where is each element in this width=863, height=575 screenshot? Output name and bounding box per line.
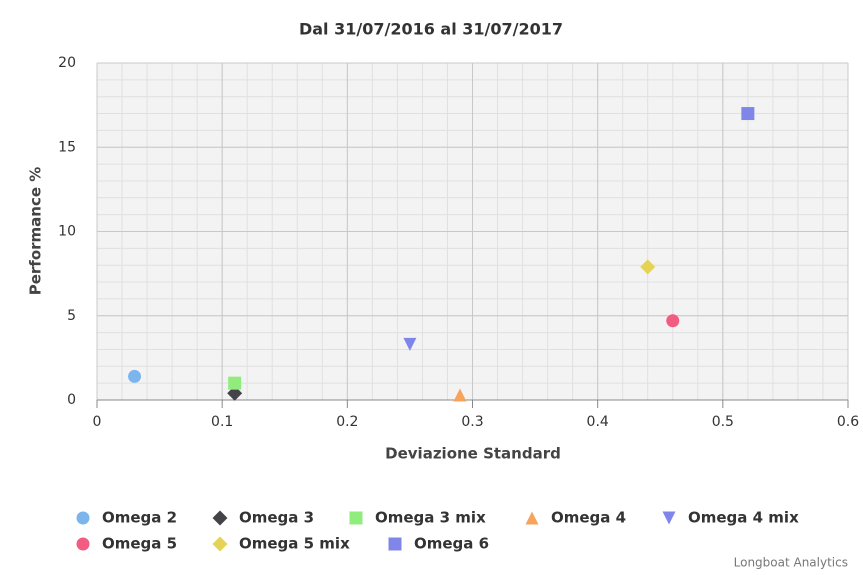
point [453, 388, 467, 402]
legend-label: Omega 6 [414, 535, 489, 553]
legend-marker [662, 511, 676, 525]
point [666, 314, 680, 328]
credits: Longboat Analytics [734, 556, 848, 570]
legend-marker [525, 511, 539, 525]
legend-marker [212, 510, 228, 526]
legend-marker [76, 511, 90, 525]
legend-label: Omega 3 [239, 509, 314, 527]
x-tick-label: 0.4 [587, 414, 609, 430]
legend-label: Omega 4 mix [688, 509, 799, 527]
y-tick-label: 5 [67, 308, 76, 324]
y-tick-label: 15 [58, 139, 76, 155]
x-tick-label: 0.3 [461, 414, 483, 430]
legend-marker [388, 537, 402, 551]
legend-marker [349, 511, 363, 525]
point [403, 337, 417, 351]
point [227, 385, 243, 401]
point [128, 369, 142, 383]
legend-marker [212, 536, 228, 552]
legend-label: Omega 3 mix [375, 509, 486, 527]
legend-label: Omega 5 [102, 535, 177, 553]
y-tick-label: 20 [58, 55, 76, 71]
x-tick-label: 0 [93, 414, 102, 430]
x-tick-label: 0.6 [837, 414, 859, 430]
point [640, 259, 656, 275]
chart-title: Dal 31/07/2016 al 31/07/2017 [299, 20, 563, 39]
point [228, 376, 242, 390]
legend-marker [76, 537, 90, 551]
legend-label: Omega 2 [102, 509, 177, 527]
x-tick-label: 0.2 [336, 414, 358, 430]
legend-label: Omega 5 mix [239, 535, 350, 553]
x-axis-title: Deviazione Standard [385, 445, 561, 463]
y-tick-label: 0 [67, 392, 76, 408]
x-tick-label: 0.5 [712, 414, 734, 430]
y-tick-label: 10 [58, 224, 76, 240]
legend-label: Omega 4 [551, 509, 626, 527]
y-axis-title: Performance % [27, 167, 45, 296]
x-tick-label: 0.1 [211, 414, 233, 430]
point [741, 107, 755, 121]
